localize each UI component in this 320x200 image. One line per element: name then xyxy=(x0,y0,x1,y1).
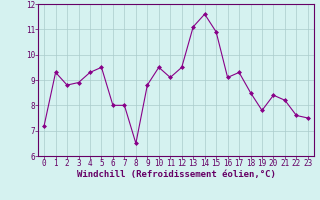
X-axis label: Windchill (Refroidissement éolien,°C): Windchill (Refroidissement éolien,°C) xyxy=(76,170,276,179)
